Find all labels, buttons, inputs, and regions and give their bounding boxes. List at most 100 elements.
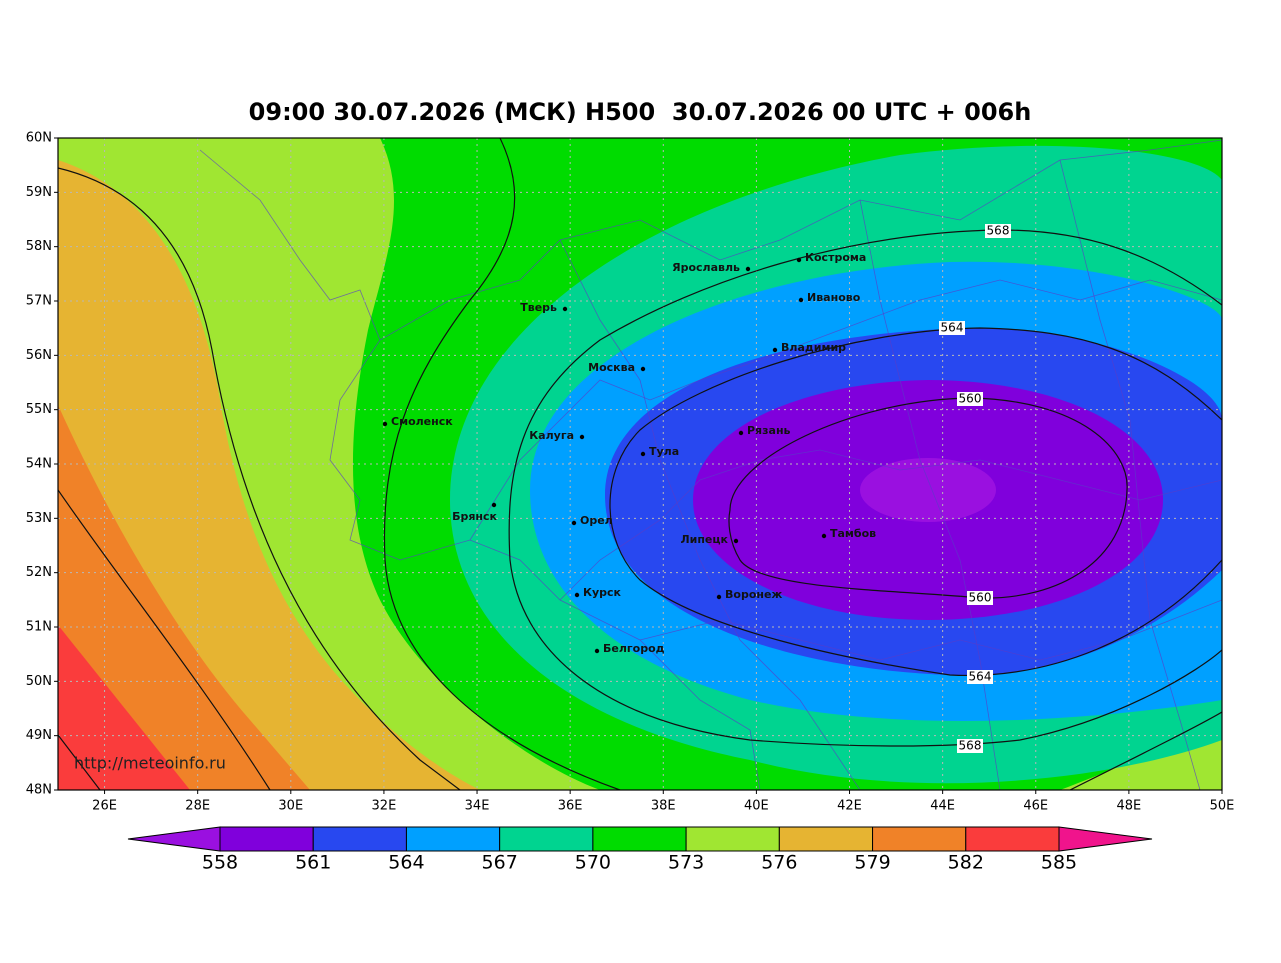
city-label: Москва <box>588 361 635 374</box>
colorbar-segment <box>592 826 687 852</box>
lat-tick-label: 60N <box>26 131 52 146</box>
city-dot <box>579 434 585 440</box>
contour-label-box <box>967 670 993 684</box>
colorbar-segment <box>685 826 780 852</box>
contour-label-box <box>957 392 983 406</box>
city-dot <box>745 266 751 272</box>
lat-tick-label: 53N <box>26 511 52 526</box>
city-label: Тверь <box>520 301 557 314</box>
contour-label: 568 <box>987 224 1010 238</box>
lon-tick-label: 32E <box>372 799 397 814</box>
contour-label: 568 <box>959 739 982 753</box>
height-band <box>58 405 310 790</box>
colorbar-under <box>127 826 221 852</box>
lat-tick-label: 49N <box>26 728 52 743</box>
lat-tick-label: 55N <box>26 402 52 417</box>
contour-label-box <box>967 591 993 605</box>
colorbar-label: 585 <box>1041 852 1077 874</box>
lon-tick-label: 28E <box>185 799 210 814</box>
colorbar-segment <box>219 826 314 852</box>
isohypse <box>1069 711 1222 790</box>
city-label: Иваново <box>807 291 861 304</box>
city-label: Белгород <box>603 642 665 655</box>
city-dot <box>640 451 646 457</box>
city-label: Брянск <box>452 510 497 523</box>
isohypse <box>383 138 621 790</box>
city-dot <box>716 594 722 600</box>
height-band <box>1060 710 1222 790</box>
lat-tick-label: 51N <box>26 620 52 635</box>
contour-label-box <box>957 739 983 753</box>
city-dot <box>772 347 778 353</box>
colorbar-label: 576 <box>761 852 797 874</box>
city-dot <box>640 366 646 372</box>
city-label: Рязань <box>747 424 791 437</box>
city-dot <box>562 306 568 312</box>
isohypse <box>58 167 461 790</box>
lon-tick-label: 48E <box>1116 799 1141 814</box>
contour-label: 560 <box>959 392 982 406</box>
city-dot <box>738 430 744 436</box>
city-label: Кострома <box>805 251 866 264</box>
city-dot <box>733 538 739 544</box>
city-dot <box>821 533 827 539</box>
contour-label: 564 <box>969 670 992 684</box>
colorbar: 558 561 564 567 570 573 576 579 582 585 <box>127 826 1153 874</box>
city-label: Смоленск <box>391 415 453 428</box>
borders <box>199 139 1222 790</box>
colorbar-segment <box>965 826 1060 852</box>
isohypse <box>609 327 1222 677</box>
lon-tick-label: 36E <box>558 799 583 814</box>
colorbar-label: 579 <box>854 852 890 874</box>
lat-tick-label: 48N <box>26 783 52 798</box>
colorbar-segment <box>872 826 967 852</box>
city-label: Воронеж <box>725 588 782 601</box>
colorbar-label: 573 <box>668 852 704 874</box>
colorbar-label: 582 <box>948 852 984 874</box>
colorbar-segment <box>778 826 874 852</box>
lon-tick-label: 50E <box>1210 799 1235 814</box>
colorbar-segment <box>312 826 407 852</box>
lat-tick-label: 54N <box>26 457 52 472</box>
city-label: Орел <box>580 514 613 527</box>
contour-label: 564 <box>941 321 964 335</box>
city-label: Владимир <box>781 341 846 354</box>
city-label: Ярославль <box>672 261 740 274</box>
lon-tick-label: 42E <box>837 799 862 814</box>
lon-tick-label: 30E <box>278 799 303 814</box>
city-dot <box>796 257 802 263</box>
city-dot <box>798 297 804 303</box>
height-band <box>58 625 190 790</box>
colorbar-label: 570 <box>575 852 611 874</box>
lat-tick-label: 56N <box>26 348 52 363</box>
watermark: http://meteoinfo.ru <box>74 754 226 773</box>
colorbar-label: 558 <box>202 852 238 874</box>
city-label: Тула <box>649 445 679 458</box>
isohypse <box>728 397 1128 599</box>
lat-tick-label: 58N <box>26 239 52 254</box>
city-label: Калуга <box>529 429 574 442</box>
colorbar-over <box>1058 826 1153 852</box>
contour-label-box <box>939 321 965 335</box>
city-dot <box>594 648 600 654</box>
isohypses <box>58 138 1222 790</box>
lat-tick-label: 57N <box>26 294 52 309</box>
lon-tick-label: 26E <box>92 799 117 814</box>
city-label: Липецк <box>680 533 728 546</box>
lon-tick-label: 38E <box>651 799 676 814</box>
isohypse <box>58 734 101 790</box>
lat-tick-label: 59N <box>26 185 52 200</box>
colorbar-label: 567 <box>482 852 518 874</box>
colorbar-label: 564 <box>388 852 424 874</box>
city-dot <box>571 520 577 526</box>
lat-tick-label: 50N <box>26 674 52 689</box>
lat-tick-label: 52N <box>26 565 52 580</box>
map-frame <box>57 137 1223 791</box>
colorbar-segment <box>499 826 594 852</box>
lon-tick-label: 46E <box>1023 799 1048 814</box>
lon-tick-label: 34E <box>465 799 490 814</box>
city-dot <box>491 502 497 508</box>
graticule: 26E 28E 30E 32E 34E 36E 38E 40E 42E 44E 46E 48E 50E 6… <box>26 131 1235 814</box>
city-label: Курск <box>583 586 622 599</box>
